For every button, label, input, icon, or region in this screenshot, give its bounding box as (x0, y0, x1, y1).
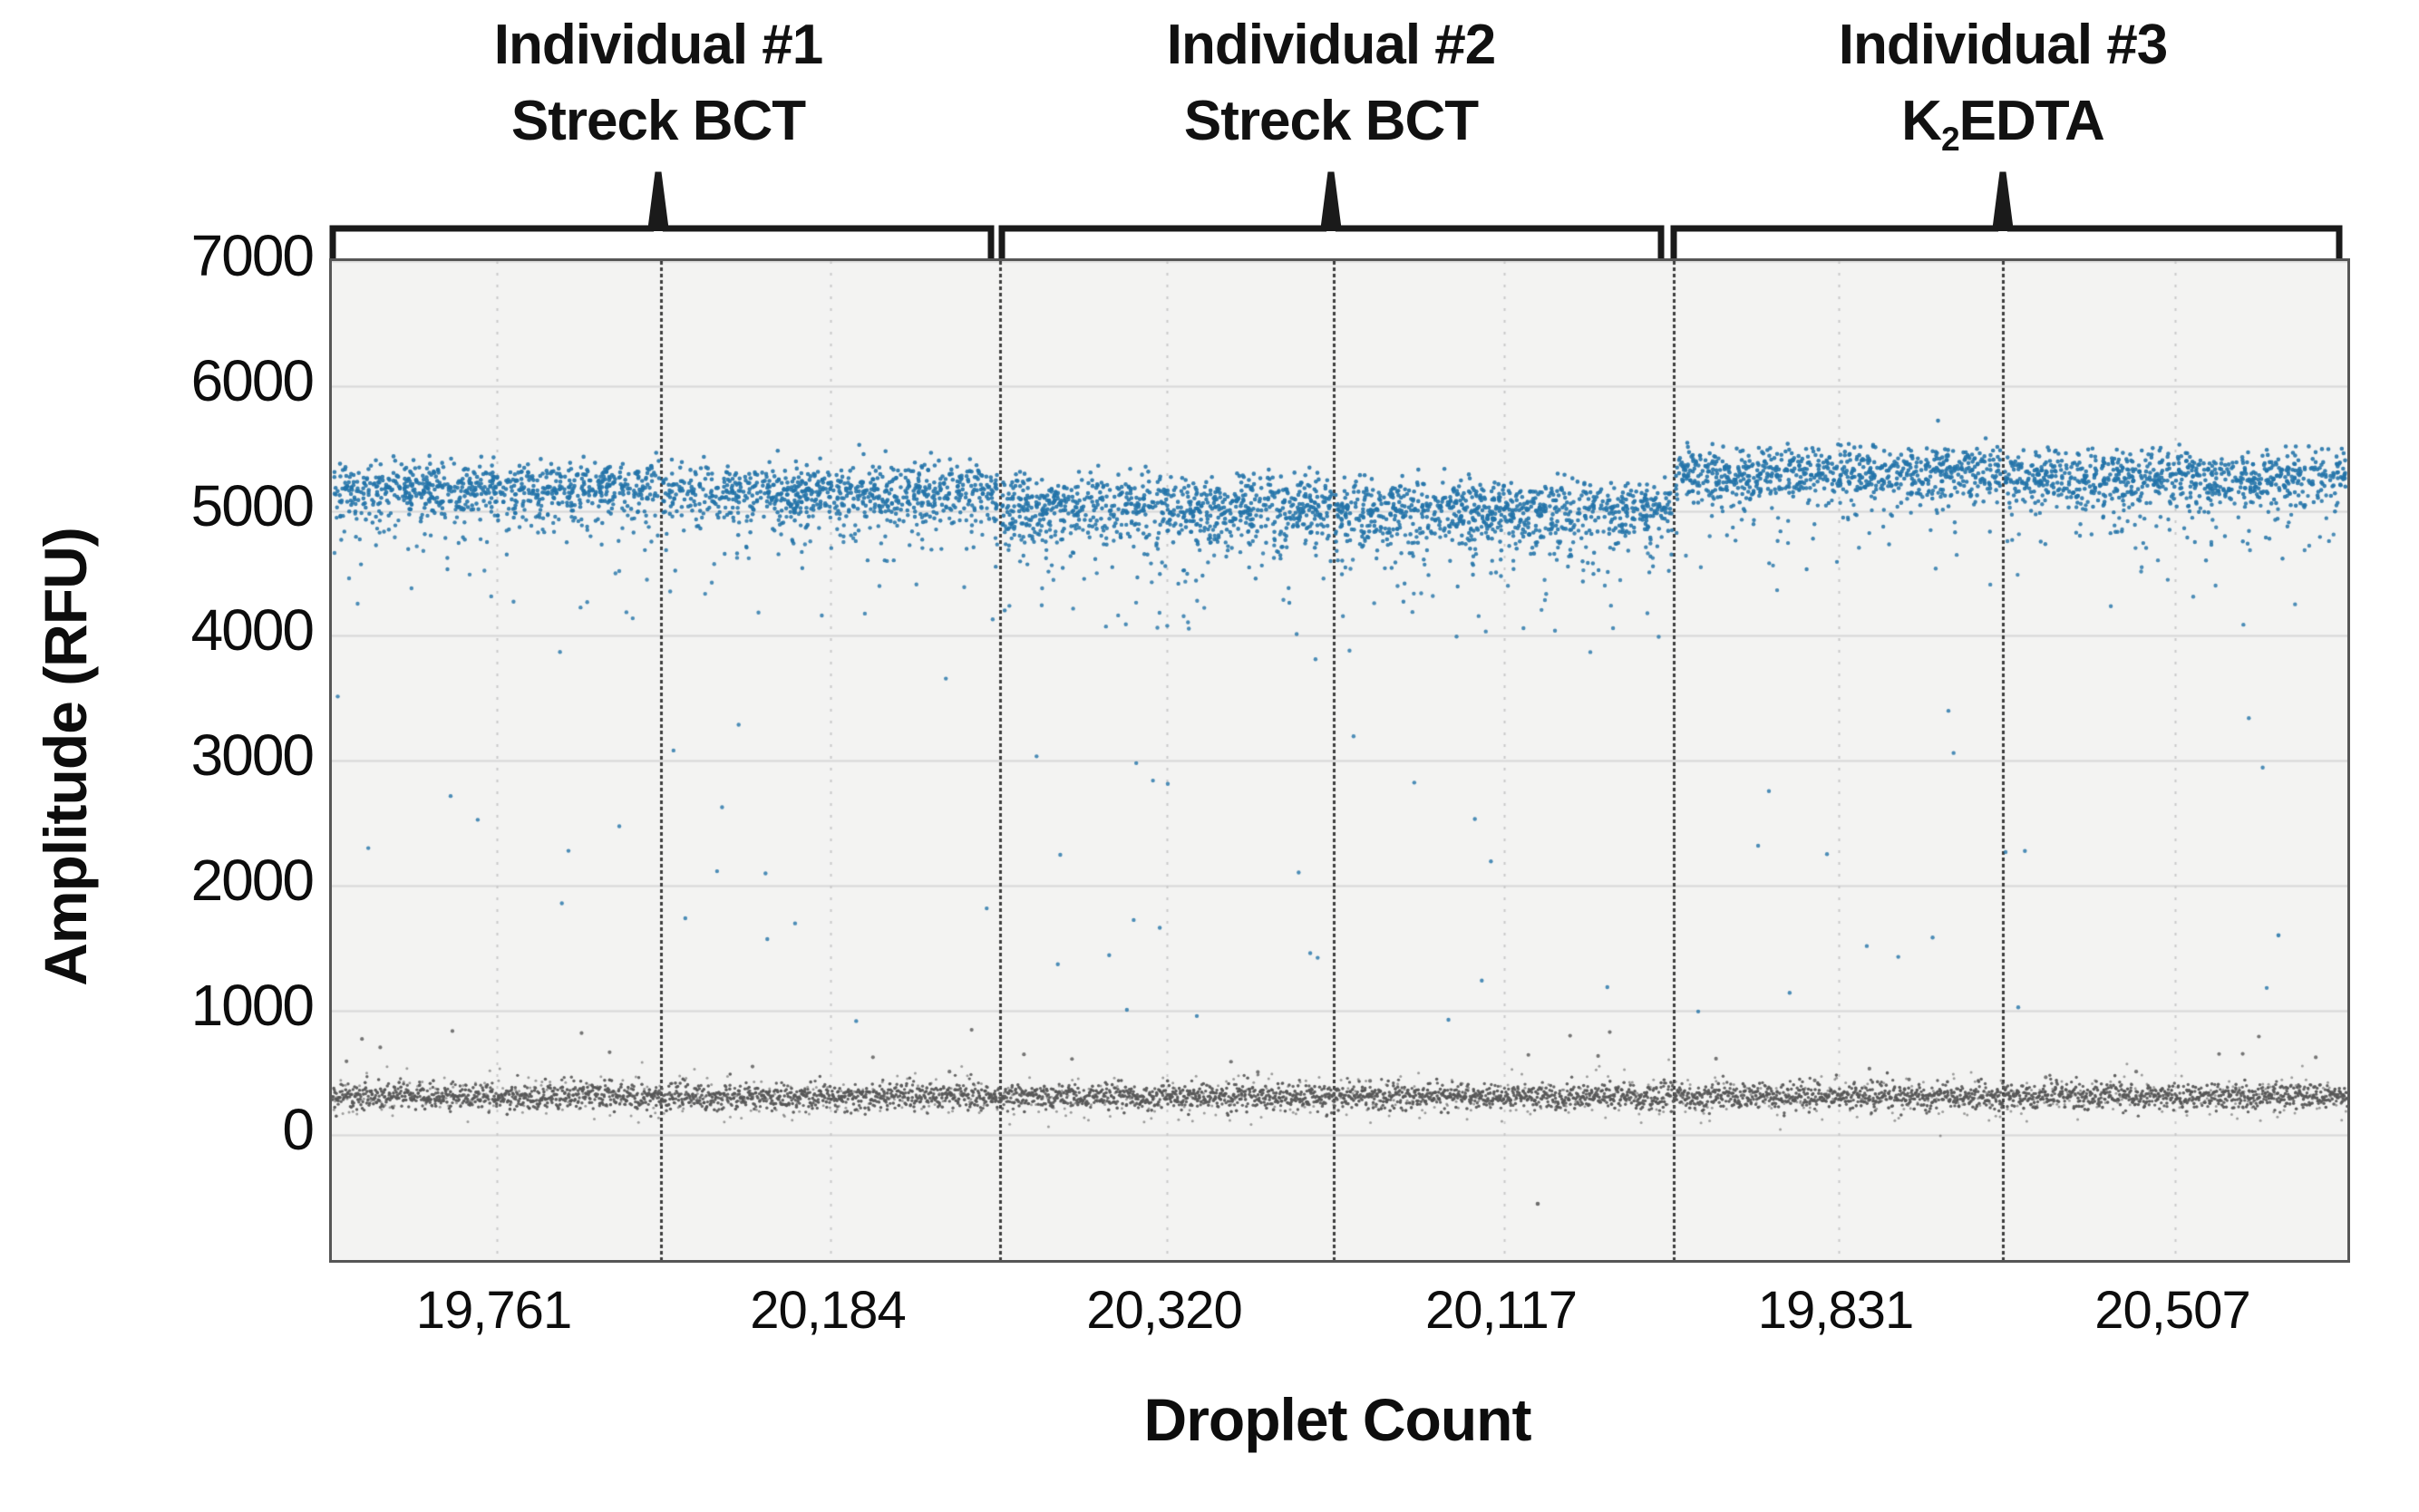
group-title-line1: Individual #2 (1166, 14, 1497, 76)
x-axis-title: Droplet Count (1143, 1386, 1532, 1453)
y-tick-label-3000: 3000 (190, 722, 315, 789)
group-bracket-2 (998, 171, 1665, 268)
subscript: 2 (1940, 119, 1960, 158)
bracket-center-tick (1323, 172, 1339, 231)
droplet-count-label-4: 20,117 (1424, 1281, 1578, 1340)
plot-area (329, 258, 2350, 1263)
bracket-center-tick (1995, 172, 2011, 231)
droplet-count-label-3: 20,320 (1086, 1281, 1242, 1340)
group-bracket-1 (329, 171, 995, 268)
y-tick-label-5000: 5000 (190, 472, 315, 538)
bracket-center-tick (650, 172, 666, 231)
group-title-line1: Individual #3 (1838, 14, 2169, 76)
droplet-count-label-6: 20,507 (2094, 1281, 2250, 1340)
droplet-count-label-2: 20,184 (750, 1281, 906, 1340)
droplet-count-label-5: 19,831 (1757, 1281, 1914, 1340)
group-title-2: Individual #2 Streck BCT (1014, 7, 1648, 160)
y-tick-label-2000: 2000 (190, 847, 315, 913)
group-title-line1: Individual #1 (493, 14, 824, 76)
y-tick-label-1000: 1000 (190, 972, 315, 1038)
group-title-line2: K2EDTA (1686, 83, 2320, 166)
y-tick-label-7000: 7000 (190, 223, 315, 289)
group-title-line2: Streck BCT (510, 90, 806, 152)
scatter-plot-canvas (332, 261, 2347, 1260)
y-tick-label-0: 0 (282, 1097, 315, 1163)
group-title-line2: Streck BCT (1183, 90, 1479, 152)
group-title-1: Individual #1 Streck BCT (341, 7, 976, 160)
group-title-3: Individual #3 K2EDTA (1686, 7, 2320, 166)
droplet-count-label-1: 19,761 (415, 1281, 572, 1340)
group-bracket-3 (1670, 171, 2343, 268)
y-tick-label-4000: 4000 (190, 597, 315, 664)
y-tick-label-6000: 6000 (190, 347, 315, 413)
